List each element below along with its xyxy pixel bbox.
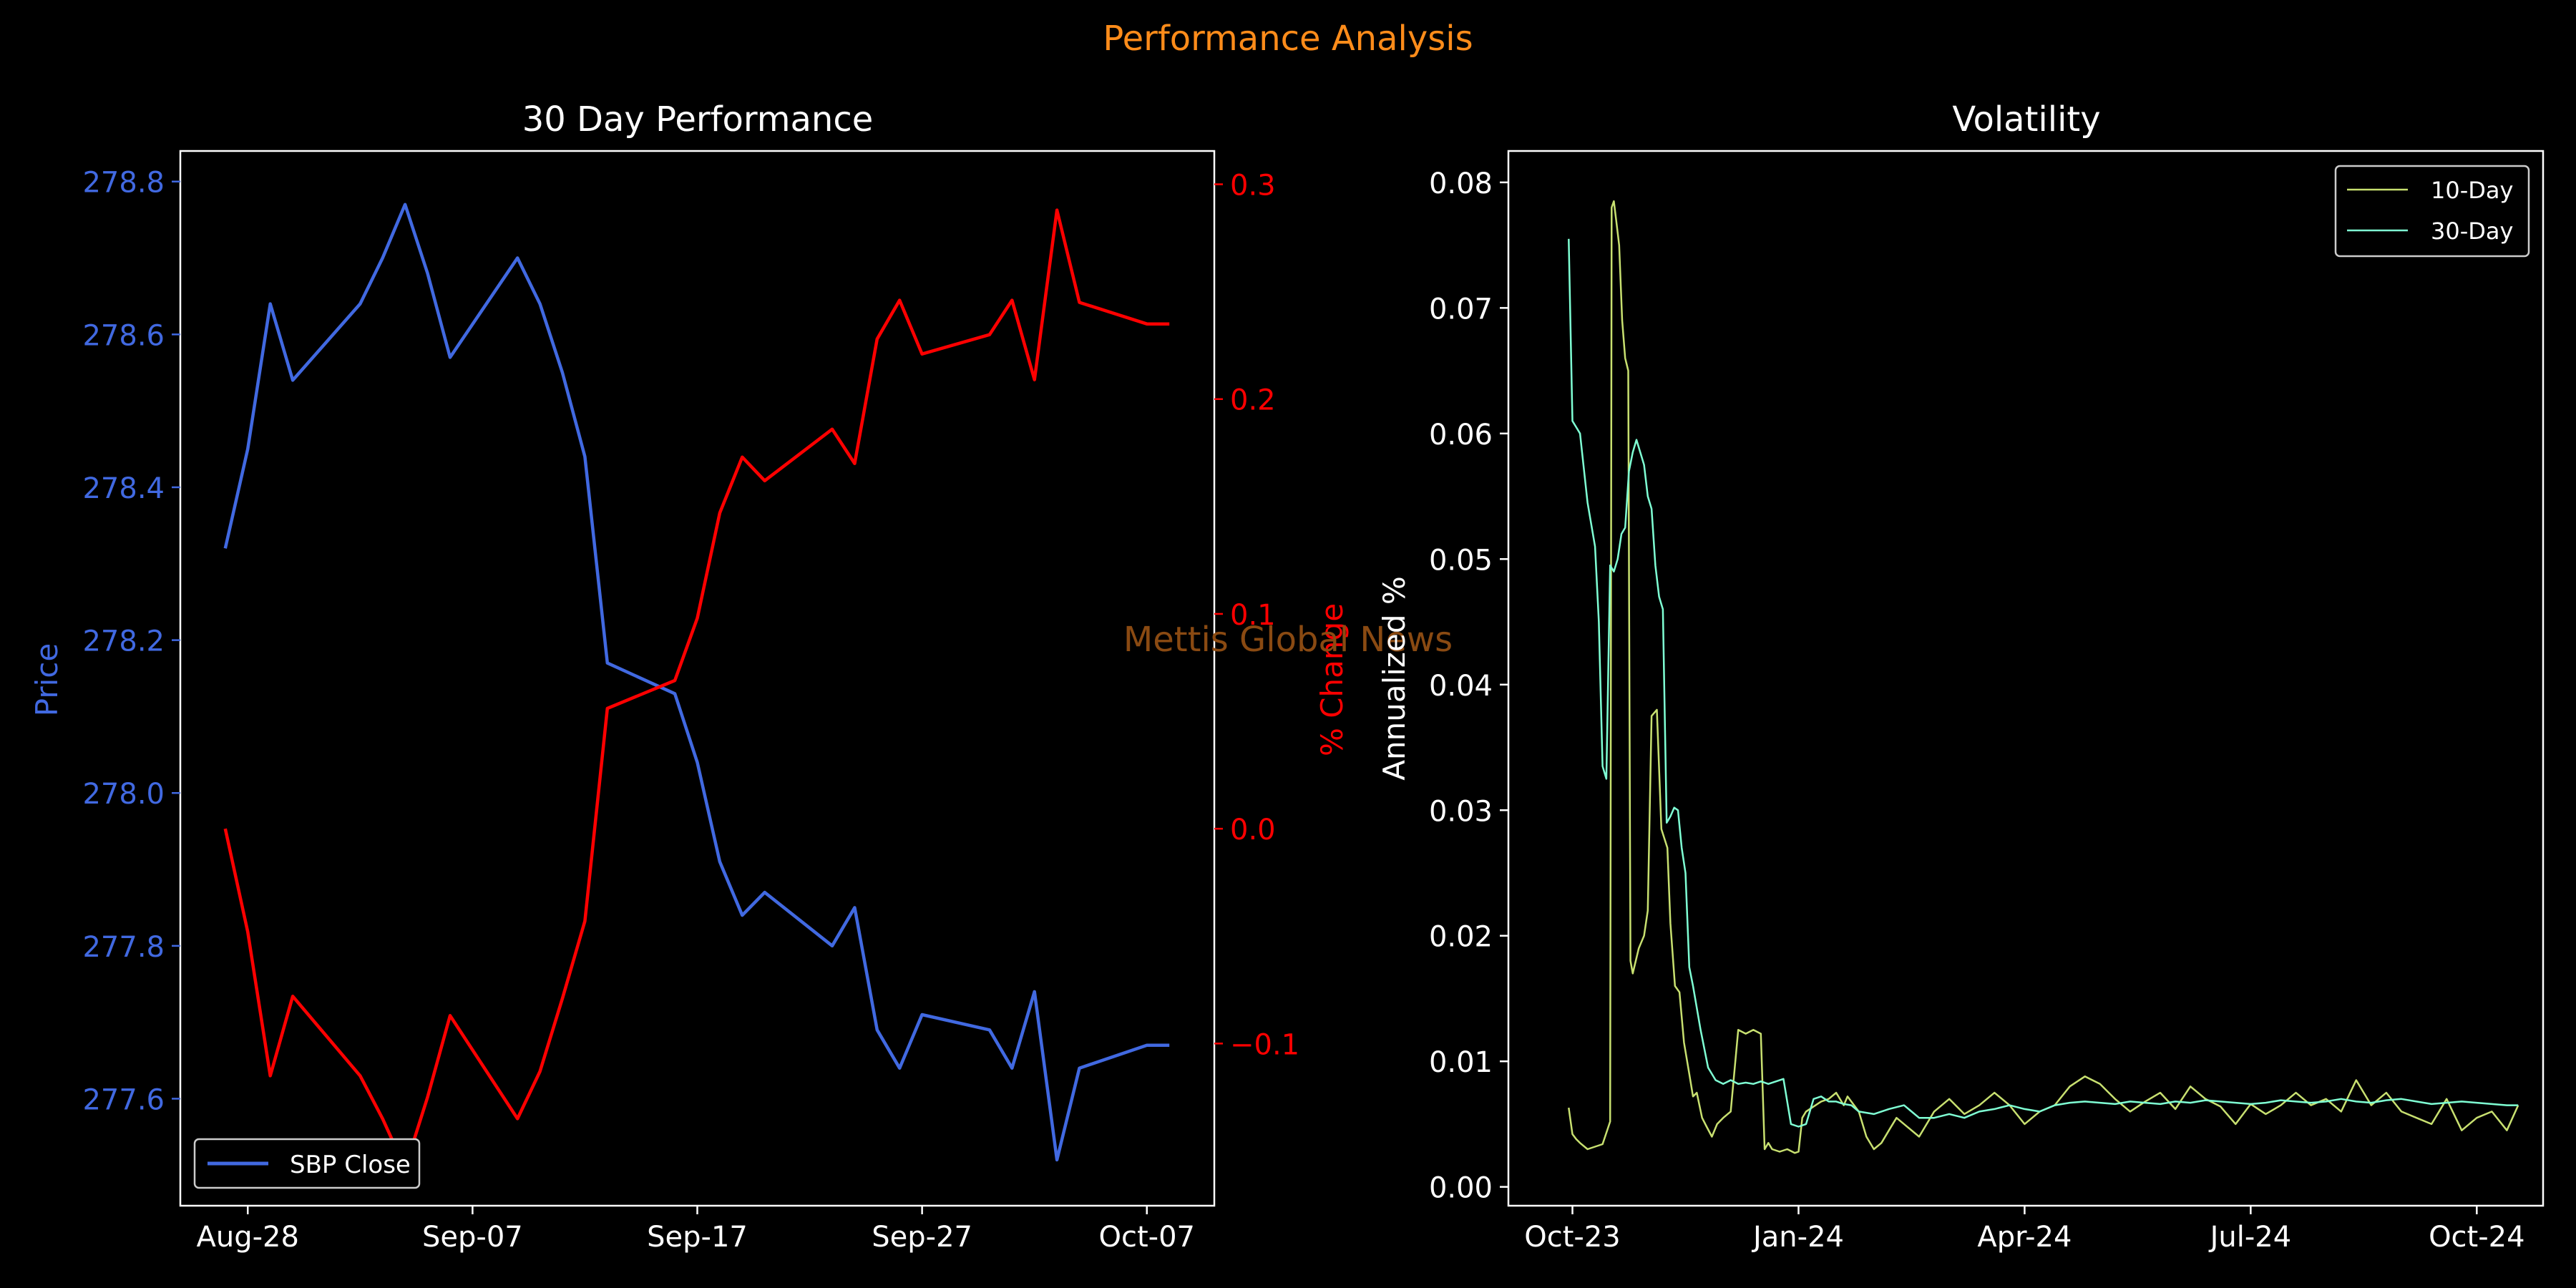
volatility-30-day-line	[1568, 238, 2519, 1128]
volatility-y-tick-label: 0.08	[1429, 167, 1493, 200]
price-y-tick-label: 278.0	[82, 778, 165, 811]
volatility-legend: 10-Day 30-Day	[2334, 165, 2530, 258]
pct-y-tick-label: 0.2	[1230, 384, 1276, 417]
legend-label-30-day: 30-Day	[2431, 218, 2513, 245]
legend-label-10-day: 10-Day	[2431, 177, 2513, 204]
pct-y-tick-label: 0.0	[1230, 814, 1276, 847]
volatility-y-tick-label: 0.02	[1429, 921, 1493, 954]
volatility-x-tick-label: Oct-23	[1524, 1221, 1621, 1254]
volatility-x-tick-label: Jul-24	[2208, 1221, 2292, 1254]
watermark-text: Mettis Global News	[1123, 620, 1453, 660]
volatility-y-tick-label: 0.00	[1429, 1172, 1493, 1205]
performance-x-tick-label: Oct-07	[1099, 1221, 1196, 1254]
performance-legend: SBP Close	[193, 1138, 421, 1189]
performance-x-tick-label: Sep-27	[872, 1221, 972, 1254]
pct-y-tick-label: 0.3	[1230, 170, 1276, 203]
price-y-tick-label: 278.2	[82, 625, 165, 658]
price-y-tick-label: 277.8	[82, 931, 165, 964]
figure-title: Performance Analysis	[1103, 19, 1473, 59]
volatility-x-tick-label: Oct-24	[2429, 1221, 2525, 1254]
volatility-x-tick-label: Apr-24	[1977, 1221, 2072, 1254]
volatility-10-day-line	[1568, 200, 2519, 1154]
performance-x-tick-label: Sep-07	[422, 1221, 523, 1254]
performance-panel: 30 Day Performance 277.6 277.8 278.0 278.2 2…	[29, 99, 1350, 1254]
performance-x-tick-label: Sep-17	[647, 1221, 748, 1254]
performance-title: 30 Day Performance	[522, 99, 874, 140]
volatility-y-tick-label: 0.01	[1429, 1046, 1493, 1079]
pct-y-tick-label: −0.1	[1230, 1028, 1299, 1061]
price-y-tick-label: 277.6	[82, 1083, 165, 1116]
price-axis-label: Price	[29, 643, 64, 716]
volatility-title: Volatility	[1952, 99, 2100, 140]
pct-y-tick-label: 0.1	[1230, 599, 1276, 632]
volatility-axes-frame	[1507, 150, 2545, 1207]
volatility-y-tick-label: 0.03	[1429, 795, 1493, 828]
volatility-y-tick-label: 0.04	[1429, 670, 1493, 703]
price-y-tick-label: 278.4	[82, 472, 165, 505]
legend-label-sbp-close: SBP Close	[290, 1151, 411, 1179]
sbp-close-line	[223, 203, 1170, 1162]
price-y-tick-label: 278.6	[82, 319, 165, 352]
volatility-x-tick-label: Jan-24	[1751, 1221, 1844, 1254]
pct-change-line	[223, 208, 1170, 1170]
annualized-axis-label: Annualized %	[1377, 576, 1412, 780]
volatility-panel: Volatility 0.00 0.01 0.02 0.03 0.04 0.05 0.06 0…	[1377, 99, 2545, 1254]
volatility-y-tick-label: 0.05	[1429, 544, 1493, 577]
volatility-y-tick-label: 0.07	[1429, 293, 1493, 326]
price-y-tick-label: 278.8	[82, 167, 165, 200]
performance-x-tick-label: Aug-28	[197, 1221, 299, 1254]
pct-change-axis-label: % Change	[1314, 603, 1350, 756]
volatility-y-tick-label: 0.06	[1429, 419, 1493, 452]
